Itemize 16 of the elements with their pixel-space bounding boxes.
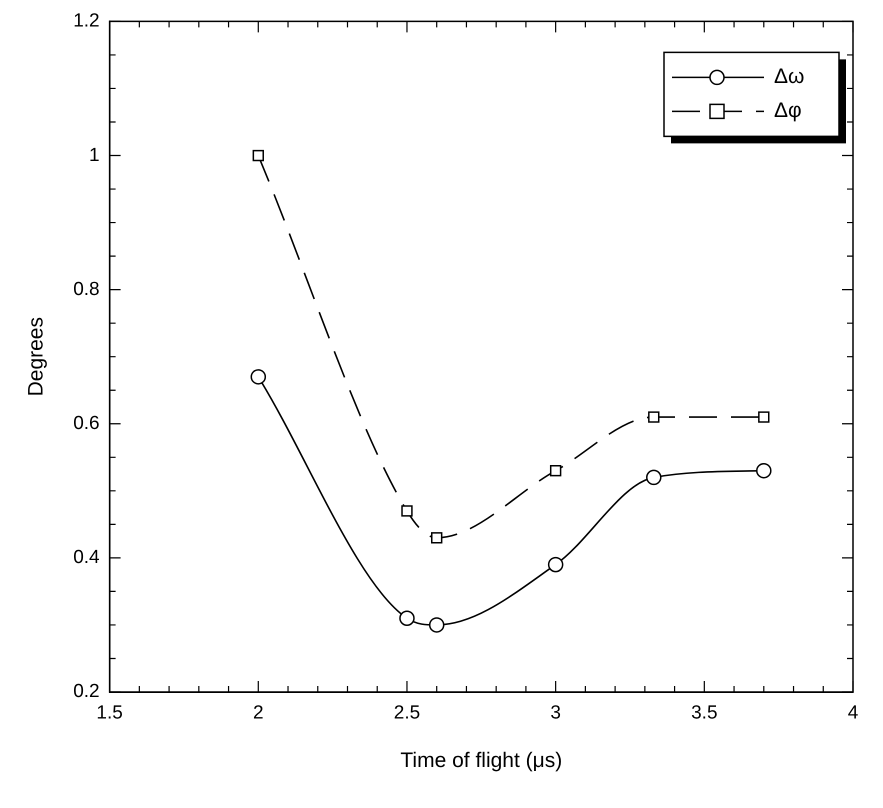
- y-axis-title: Degrees: [24, 317, 48, 396]
- y-tick-label: 0.2: [73, 681, 100, 702]
- legend-label: Δω: [774, 65, 804, 88]
- y-tick-label: 0.8: [73, 278, 100, 300]
- legend-label: Δφ: [774, 99, 802, 122]
- x-tick-label: 2.5: [394, 702, 420, 724]
- x-tick-label: 3.5: [691, 702, 718, 724]
- y-tick-label: 1.2: [73, 10, 100, 32]
- y-tick-label: 1: [89, 144, 100, 166]
- x-tick-label: 4: [848, 702, 859, 724]
- y-tick-label: 0.6: [73, 412, 100, 434]
- y-tick-label: 0.4: [73, 547, 100, 568]
- x-tick-label: 2: [253, 702, 264, 724]
- x-tick-label: 1.5: [96, 702, 123, 724]
- x-tick-label: 3: [550, 702, 561, 724]
- x-axis-title: Time of flight (μs): [400, 749, 562, 772]
